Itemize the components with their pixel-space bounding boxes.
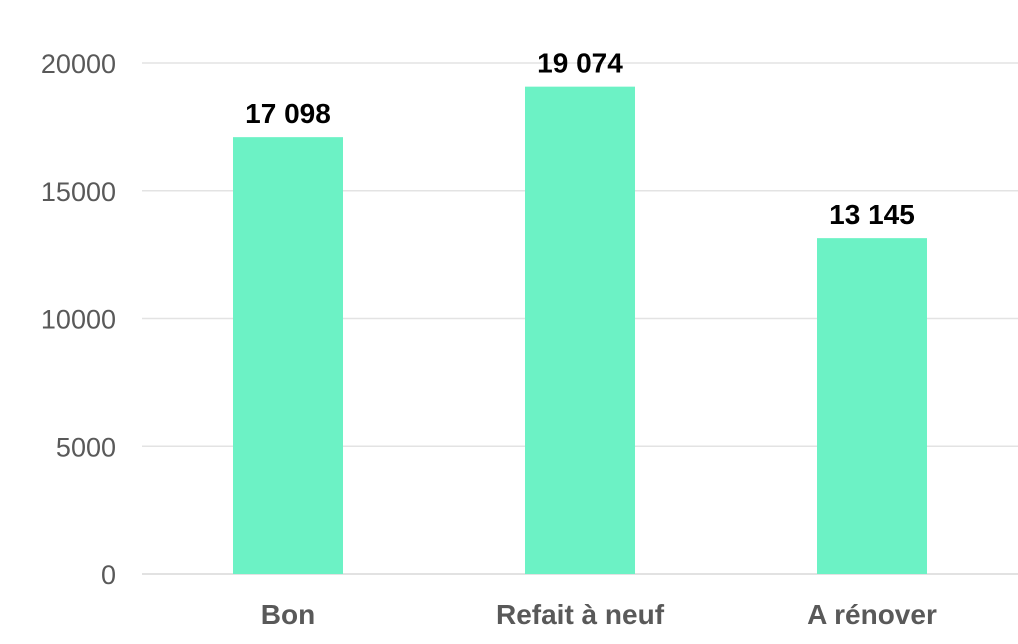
bar	[525, 86, 635, 574]
y-tick-label: 5000	[56, 432, 116, 462]
y-tick-label: 20000	[41, 49, 116, 79]
data-label: 17 098	[245, 98, 331, 129]
category-label: Refait à neuf	[496, 599, 665, 630]
x-axis-categories: Bon Refait à neuf A rénover	[261, 599, 937, 630]
y-axis-ticks: 0 5000 10000 15000 20000	[41, 49, 116, 590]
data-label: 19 074	[537, 48, 623, 79]
category-label: Bon	[261, 599, 315, 630]
bars	[233, 86, 927, 574]
y-tick-label: 0	[101, 560, 116, 590]
data-labels: 17 098 19 074 13 145	[245, 48, 915, 230]
y-tick-label: 15000	[41, 177, 116, 207]
y-tick-label: 10000	[41, 305, 116, 335]
data-label: 13 145	[829, 199, 915, 230]
bar	[233, 137, 343, 574]
category-label: A rénover	[807, 599, 937, 630]
bar	[817, 238, 927, 574]
